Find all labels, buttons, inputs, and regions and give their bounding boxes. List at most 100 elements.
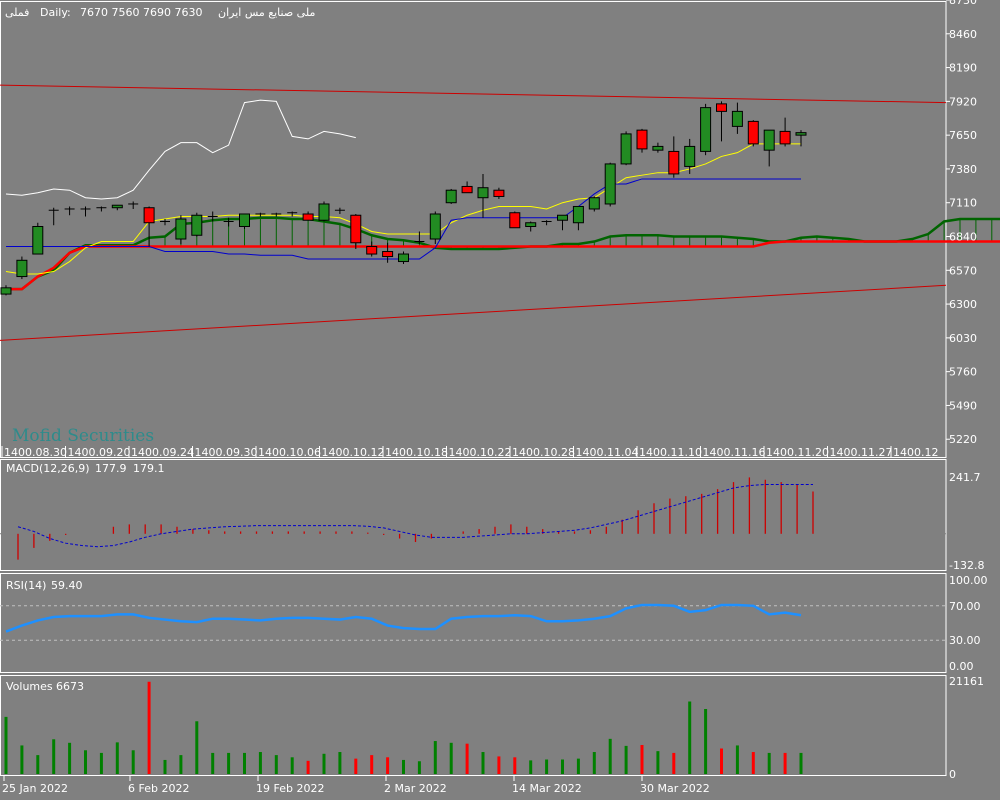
price-tick-label: 7110 [949,197,977,210]
price-tick-label: 6840 [949,231,977,244]
price-tick-label: 8730 [949,0,977,7]
price-tick-label: 7650 [949,129,977,142]
rsi-axis-label: 100.00 [949,574,988,587]
macd-signal-value: 179.1 [133,462,165,475]
time-axis-label: 1400.10.18 [385,446,448,459]
candle-body [493,189,505,197]
time-axis-label: 1400.10.28 [512,446,575,459]
timeframe-label: Daily: [40,6,71,19]
candle-body [731,110,743,127]
candle-body [588,197,600,210]
time-axis-label: 1400.11.04 [576,446,639,459]
candle-body [747,120,759,145]
price-tick-label: 5760 [949,366,977,379]
price-axis: 8730 8460 8190 7920 7650 7380 7110 6840 6570 6300… [946,0,977,446]
price-tick-label: 6570 [949,264,977,277]
candle-body [302,213,314,221]
candle-body [350,214,362,244]
senkou-span-b [6,240,1000,291]
candle-body [652,145,664,151]
candle-body [604,163,616,205]
ichimoku-lines [5,99,801,275]
candle-body [429,213,441,240]
price-tick-label: 8460 [949,28,977,41]
regression-channel [0,84,947,341]
rsi-pane: 100.00 70.00 30.00 0.00 [0,574,988,673]
candle-body [191,214,203,236]
date-tick-label: 14 Mar 2022 [512,782,582,795]
senkou-span-a [6,216,1000,291]
time-axis-label: 1400.12 [893,446,939,459]
candle-body [509,212,521,229]
time-axis-label: 1400.11.27 [830,446,893,459]
symbol-label: فملی [5,6,29,19]
macd-main-value: 177.9 [95,462,127,475]
time-axis-label: 1400.11.10 [639,446,702,459]
candle-body [143,207,155,224]
price-tick-label: 7920 [949,95,977,108]
candle-body [175,218,187,240]
candle-body [700,107,712,152]
volume-axis-label: 21161 [949,675,984,688]
rsi-line [5,603,802,633]
price-tick-label: 6300 [949,298,977,311]
macd-pane: 241.7 -132.8 [0,471,984,572]
rsi-axis-label: 0.00 [949,660,974,673]
candle-body [620,133,632,165]
macd-label: MACD(12,26,9) [6,462,90,475]
rsi-value: 59.40 [51,579,83,592]
macd-axis-label: 241.7 [949,471,981,484]
volume-axis-label: 0 [949,768,956,781]
candle-body [366,246,378,255]
volume-pane: 21161 0 [4,675,984,781]
price-tick-label: 8190 [949,62,977,75]
time-axis-labels: 1400.08.30 1400.09.20 1400.09.24 1400.09.30… [1,446,939,459]
candle-body [382,251,394,258]
candle-body [763,129,775,151]
date-tick-label: 30 Mar 2022 [640,782,710,795]
candle-body [716,103,727,112]
macd-axis-label: -132.8 [949,559,984,572]
pane-frame-3 [0,675,947,776]
candle-body [572,205,584,224]
price-tick-label: 7380 [949,163,977,176]
time-axis-label: 1400.11.20 [766,446,829,459]
time-axis-label: 1400.09.20 [68,446,131,459]
candle-body [461,185,473,194]
chikou-span-line [5,99,356,200]
time-axis-label: 1400.10.06 [258,446,321,459]
candle-body [398,253,409,263]
rsi-axis-label: 70.00 [949,600,981,613]
company-name: ملی صنایع مس ایران [218,6,315,19]
macd-signal-line [17,483,813,548]
candle-body [779,130,791,145]
time-axis-label: 1400.10.12 [322,446,385,459]
candle-body [32,225,44,255]
candle-body [477,187,489,199]
rsi-label: RSI(14) [6,579,46,592]
rsi-axis-label: 30.00 [949,634,981,647]
candle-body [239,213,250,227]
channel-lower-line [0,284,947,341]
candle-body [525,222,537,227]
pane-frame-1 [0,459,947,571]
date-tick-label: 19 Feb 2022 [256,782,324,795]
date-tick-label: 2 Mar 2022 [384,782,447,795]
pane-frame-0 [0,1,947,458]
time-axis-label: 1400.11.16 [703,446,766,459]
candle-body [0,287,12,295]
pane-frames [0,1,947,776]
time-axis-label: 1400.10.22 [449,446,512,459]
time-axis-label: 1400.09.30 [195,446,258,459]
candle-body [636,129,648,150]
pane-frame-2 [0,573,947,673]
volume-label: Volumes [6,680,53,693]
channel-upper-line [0,84,947,104]
price-tick-label: 5490 [949,399,977,412]
date-axis: 25 Jan 2022 6 Feb 2022 19 Feb 2022 2 Mar 20… [2,776,710,795]
candle-body [318,203,330,221]
candle-body [111,204,123,209]
candle-body [684,145,696,167]
candle-body [668,150,680,175]
